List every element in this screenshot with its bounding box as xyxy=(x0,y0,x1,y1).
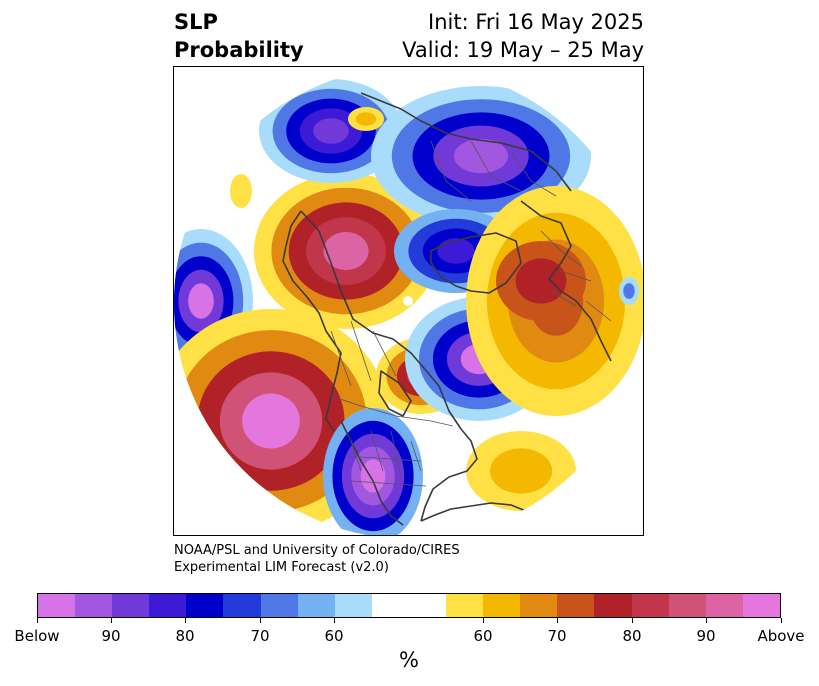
colorbar-swatch xyxy=(112,594,150,617)
colorbar-tick-label: 90 xyxy=(696,627,716,645)
central-america-coastline xyxy=(420,502,532,522)
colorbar-swatch xyxy=(520,594,558,617)
title-subtitle: Probability xyxy=(174,38,304,62)
colorbar-tick-mark xyxy=(706,618,707,623)
colorbar-tick-label: 80 xyxy=(622,627,642,645)
colorbar-tick-label: 70 xyxy=(547,627,567,645)
init-date: Init: Fri 16 May 2025 xyxy=(428,10,644,34)
credit-line-1: NOAA/PSL and University of Colorado/CIRE… xyxy=(174,543,460,558)
colorbar-swatch xyxy=(594,594,632,617)
colorbar-swatch xyxy=(223,594,261,617)
contour-band xyxy=(437,238,475,264)
contour-band xyxy=(230,174,252,208)
contour-band xyxy=(188,283,214,319)
state-borders xyxy=(345,430,427,487)
probability-map xyxy=(174,67,643,535)
colorbar-swatch xyxy=(631,594,669,617)
colorbar-tick-mark xyxy=(632,618,633,623)
colorbar-swatch xyxy=(149,594,187,617)
forecast-dates: Init: Fri 16 May 2025 Valid: 19 May – 25… xyxy=(402,8,644,64)
colorbar-swatch xyxy=(446,594,484,617)
hudson-bay-coastline xyxy=(378,370,412,417)
map-panel xyxy=(173,66,644,536)
probability-anomaly xyxy=(348,107,384,131)
colorbar-tick-mark xyxy=(37,618,38,623)
colorbar-swatch xyxy=(38,594,76,617)
contour-band xyxy=(313,118,349,144)
map-title: SLP Probability xyxy=(174,8,304,64)
colorbar-swatch xyxy=(371,594,447,617)
colorbar-tick-label: 80 xyxy=(175,627,195,645)
colorbar-swatch xyxy=(742,594,780,617)
canada-province-borders xyxy=(330,320,397,387)
contour-band xyxy=(489,448,553,494)
probability-anomaly xyxy=(619,277,639,305)
credit-text: NOAA/PSL and University of Colorado/CIRE… xyxy=(174,542,460,576)
colorbar-swatch xyxy=(483,594,521,617)
colorbar-swatch xyxy=(260,594,298,617)
colorbar-swatch xyxy=(668,594,706,617)
europe-borders xyxy=(540,230,612,322)
colorbar-tick-label: Above xyxy=(757,627,805,645)
north-america-coastline xyxy=(300,210,478,522)
title-variable: SLP xyxy=(174,10,218,34)
contour-band xyxy=(242,393,300,449)
colorbar-swatch xyxy=(186,594,224,617)
colorbar-tick-label: 60 xyxy=(473,627,493,645)
colorbar-swatch xyxy=(75,594,113,617)
colorbar-tick-label: 70 xyxy=(250,627,270,645)
colorbar-tick-mark xyxy=(334,618,335,623)
colorbar-tick-label: Below xyxy=(14,627,60,645)
colorbar-swatch xyxy=(705,594,743,617)
contour-band xyxy=(360,459,386,493)
colorbar-tick-mark xyxy=(781,618,782,623)
colorbar-tick-mark xyxy=(557,618,558,623)
colorbar-swatch xyxy=(297,594,335,617)
colorbar-tick-mark xyxy=(260,618,261,623)
colorbar-tick-mark xyxy=(111,618,112,623)
colorbar-swatch xyxy=(557,594,595,617)
contour-band xyxy=(623,283,635,299)
credit-line-2: Experimental LIM Forecast (v2.0) xyxy=(174,560,389,575)
europe-coastline xyxy=(520,200,612,362)
asia-borders xyxy=(430,140,557,202)
asia-coastline xyxy=(360,92,572,192)
colorbar-tick-label: 90 xyxy=(101,627,121,645)
us-canada-border xyxy=(330,395,454,427)
greenland-coastline xyxy=(430,232,522,294)
probability-colorbar xyxy=(37,593,781,618)
valid-range: Valid: 19 May – 25 May xyxy=(402,38,644,62)
contour-band xyxy=(454,138,508,174)
colorbar-tick-mark xyxy=(185,618,186,623)
colorbar-tick-label: 60 xyxy=(324,627,344,645)
north-pole-marker xyxy=(403,296,413,306)
colorbar-unit: % xyxy=(399,648,419,672)
probability-anomaly xyxy=(230,174,252,208)
contour-band xyxy=(323,231,369,271)
probability-anomaly xyxy=(496,241,586,321)
colorbar-swatch xyxy=(334,594,372,617)
contour-band xyxy=(355,112,377,126)
colorbar-tick-mark xyxy=(483,618,484,623)
probability-anomaly xyxy=(466,431,576,511)
